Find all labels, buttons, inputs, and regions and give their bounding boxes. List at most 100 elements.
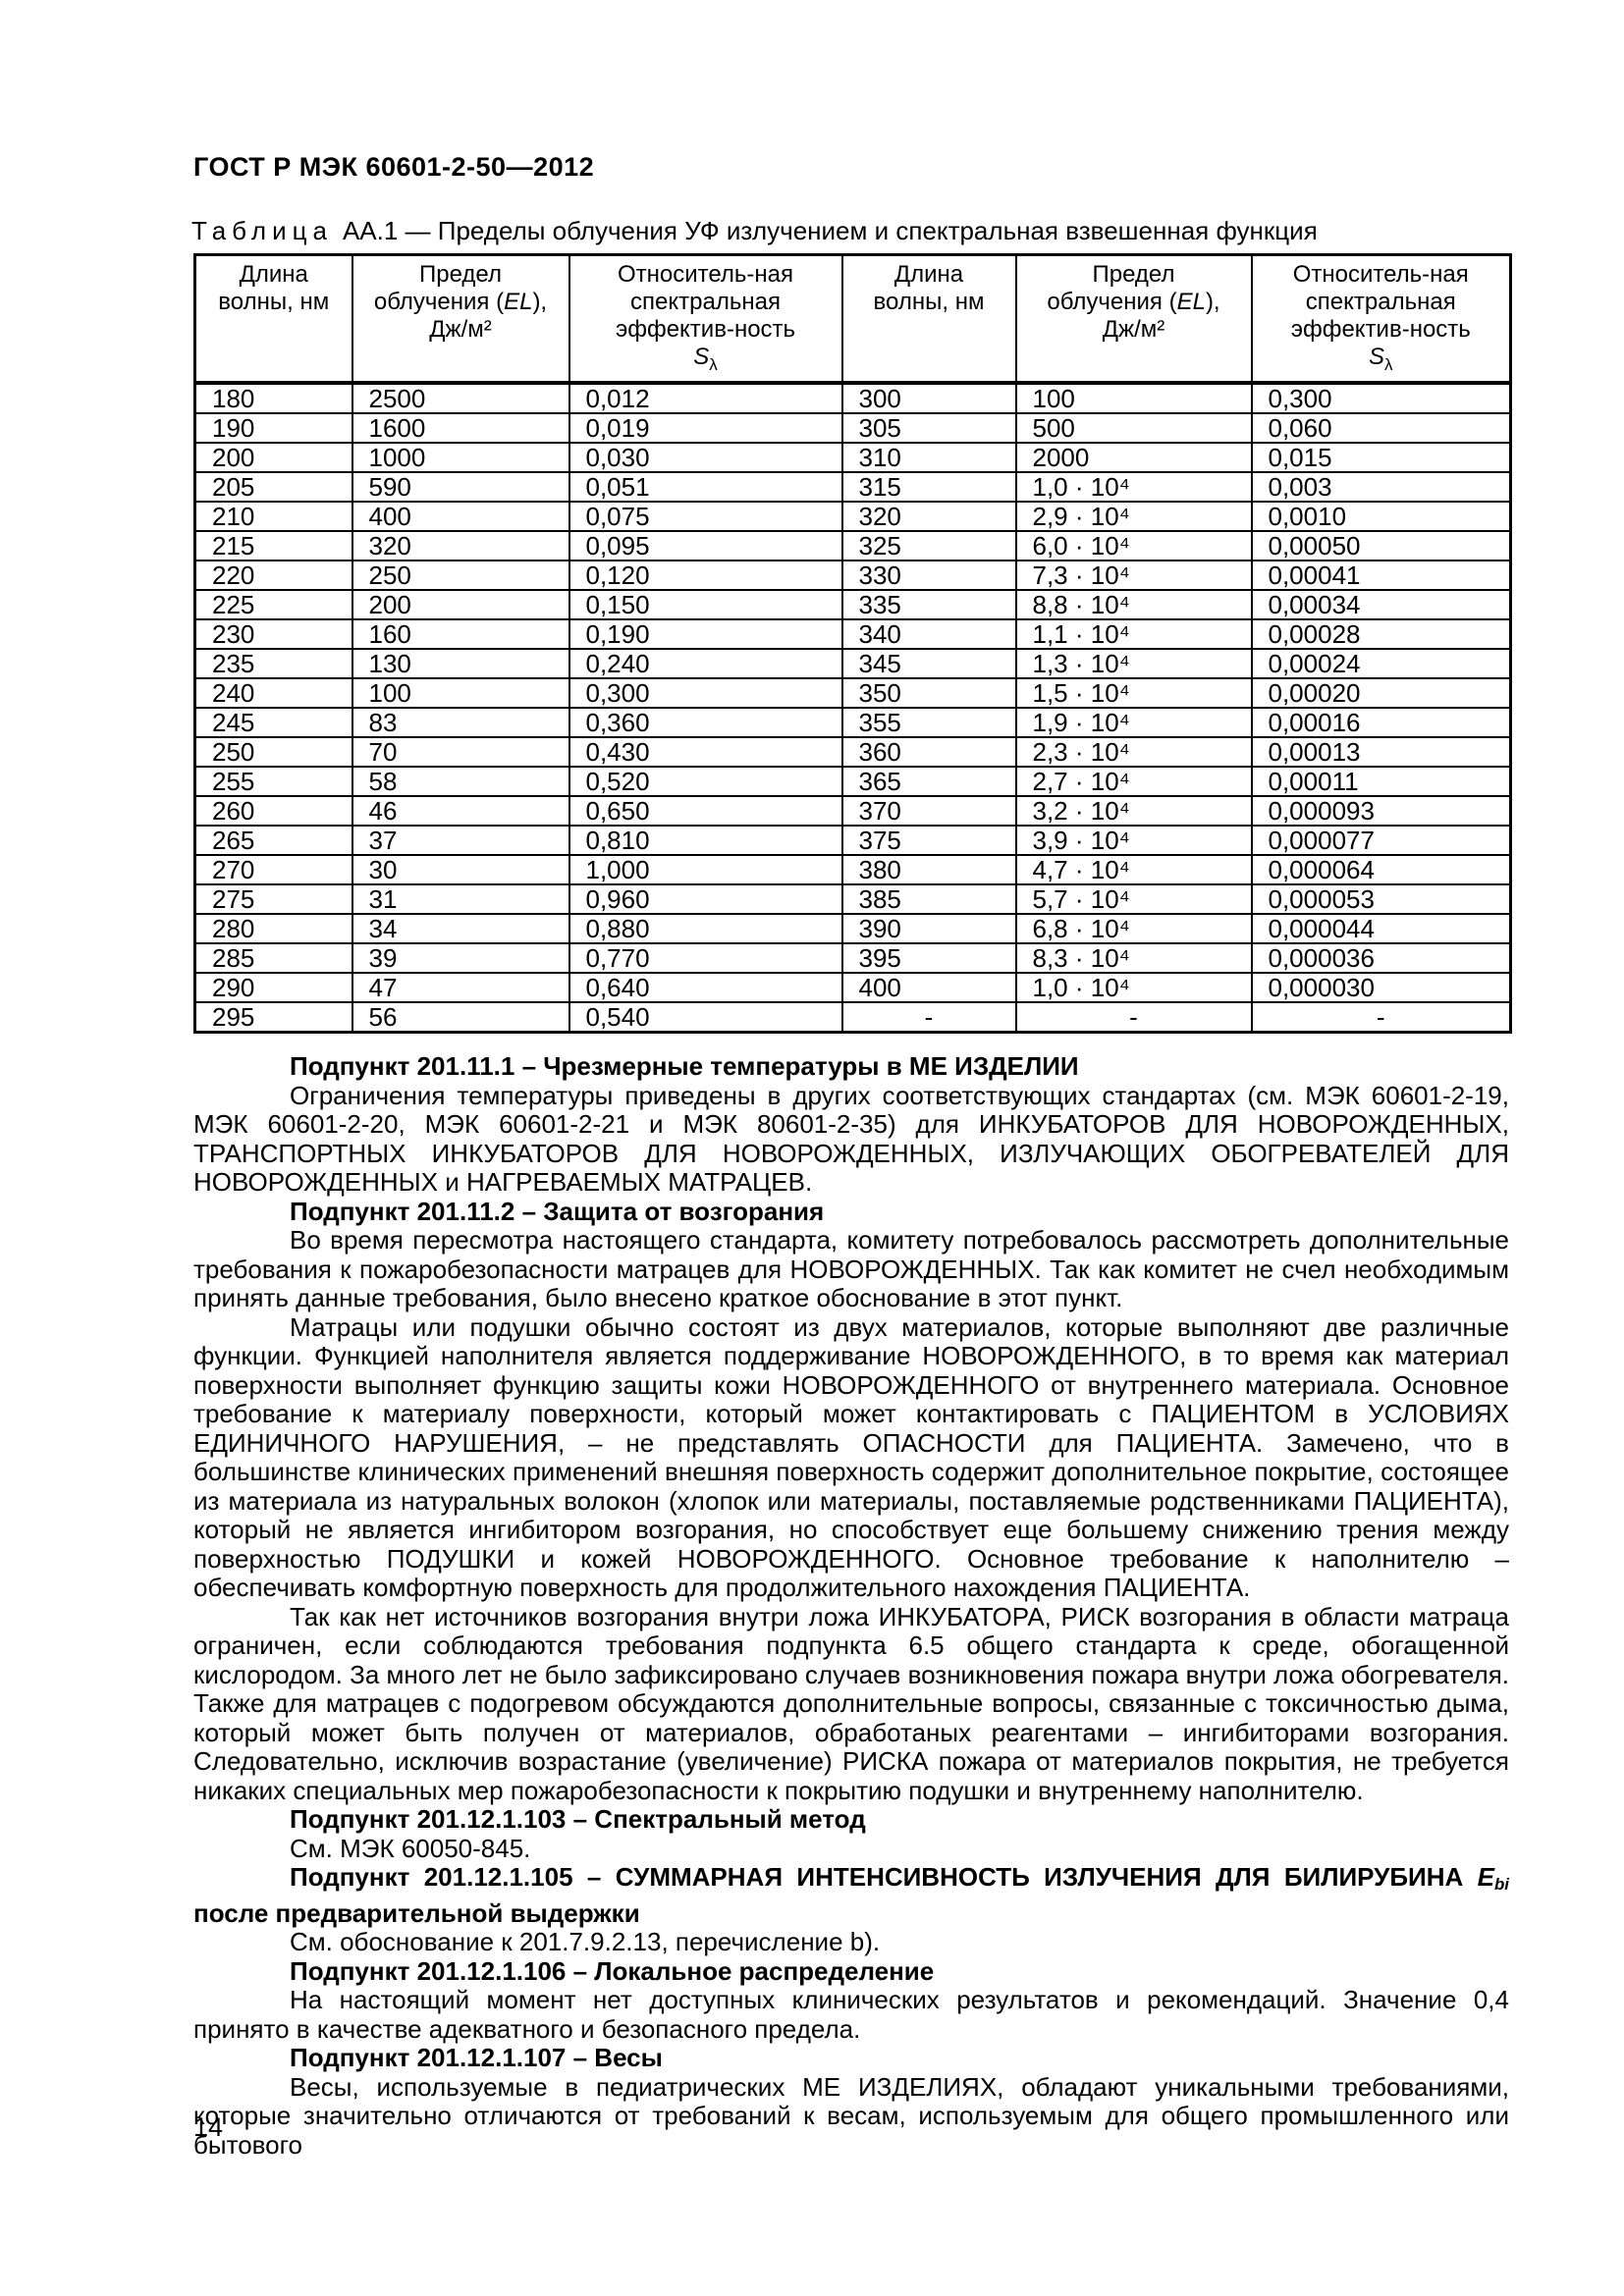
table-row: 210 400 0,075 320 2,9 · 10⁴ 0,0010: [193, 500, 1512, 532]
header-text: ), Дж/м²: [429, 289, 548, 343]
table-cell: 320: [351, 529, 570, 561]
table-cell: 0,00041: [1250, 559, 1512, 591]
table-cell: 385: [840, 882, 1017, 915]
table-cell: 1,0 · 10⁴: [1014, 971, 1253, 1003]
table-cell: 0,00024: [1250, 647, 1512, 679]
table-cell: 1,000: [568, 853, 843, 885]
s-lambda-symbol: S: [693, 344, 710, 370]
table-cell: 0,075: [568, 500, 843, 532]
table-row: 275 31 0,960 385 5,7 · 10⁴ 0,000053: [193, 882, 1512, 915]
table-row: 220 250 0,120 330 7,3 · 10⁴ 0,00041: [193, 559, 1512, 591]
table-cell: 2,3 · 10⁴: [1014, 735, 1253, 768]
header-text: Предел облучения (: [373, 261, 505, 315]
table-cell: 0,650: [568, 794, 843, 827]
document-title: ГОСТ Р МЭК 60601-2-50—2012: [193, 152, 595, 182]
subclause-heading: Подпункт 201.11.2 – Защита от возгорания: [290, 1196, 825, 1226]
table-cell: 0,000044: [1250, 912, 1512, 944]
table-cell: 6,0 · 10⁴: [1014, 529, 1253, 561]
table-cell: 6,8 · 10⁴: [1014, 912, 1253, 944]
table-cell: 37: [351, 824, 570, 856]
table-cell: 290: [193, 971, 353, 1003]
table-cell: 3,2 · 10⁴: [1014, 794, 1253, 827]
table-cell: 5,7 · 10⁴: [1014, 882, 1253, 915]
lambda-subscript: λ: [1384, 354, 1393, 374]
table-cell: 0,00013: [1250, 735, 1512, 768]
table-cell: 250: [351, 559, 570, 591]
table-cell: 2500: [351, 381, 570, 414]
table-row: 270 30 1,000 380 4,7 · 10⁴ 0,000064: [193, 853, 1512, 885]
s-lambda-symbol: S: [1368, 344, 1384, 370]
table-cell: 265: [193, 824, 353, 856]
table-cell: 350: [840, 676, 1017, 709]
table-cell: 0,00016: [1250, 706, 1512, 738]
subclause-heading: Подпункт 201.12.1.105 – СУММАРНАЯ ИНТЕНС…: [193, 1862, 1509, 1928]
table-cell: 210: [193, 500, 353, 532]
table-row: 250 70 0,430 360 2,3 · 10⁴ 0,00013: [193, 735, 1512, 768]
table-cell: 0,000093: [1250, 794, 1512, 827]
table-cell: 1,1 · 10⁴: [1014, 617, 1253, 650]
table-cell: 1,9 · 10⁴: [1014, 706, 1253, 738]
table-cell: 0,095: [568, 529, 843, 561]
table-cell: 325: [840, 529, 1017, 561]
table-cell: 500: [1014, 411, 1253, 444]
table-cell: 400: [840, 971, 1017, 1003]
table-cell: 220: [193, 559, 353, 591]
table-cell: 100: [351, 676, 570, 709]
table-cell: 83: [351, 706, 570, 738]
table-caption-text: АА.1 — Пределы облучения УФ излучением и…: [342, 216, 1318, 245]
table-cell: 0,015: [1250, 441, 1512, 473]
table-cell: 30: [351, 853, 570, 885]
subclause-heading: Подпункт 201.12.1.103 – Спектральный мет…: [290, 1804, 866, 1834]
table-cell: 70: [351, 735, 570, 768]
table-cell: 0,300: [1250, 381, 1512, 414]
table-cell: 56: [351, 1000, 570, 1034]
table-cell: 0,430: [568, 735, 843, 768]
body-paragraph: Матрацы или подушки обычно состоят из дв…: [193, 1311, 1509, 1602]
table-cell: 330: [840, 559, 1017, 591]
table-cell: 395: [840, 941, 1017, 974]
table-cell: 8,8 · 10⁴: [1014, 588, 1253, 620]
table-cell: 345: [840, 647, 1017, 679]
table-cell: 285: [193, 941, 353, 974]
table-row: 230 160 0,190 340 1,1 · 10⁴ 0,00028: [193, 617, 1512, 650]
table-cell: 225: [193, 588, 353, 620]
table-row: 180 2500 0,012 300 100 0,300: [193, 381, 1512, 414]
table-cell: 39: [351, 941, 570, 974]
table-cell: 400: [351, 500, 570, 532]
table-cell: 4,7 · 10⁴: [1014, 853, 1253, 885]
table-cell: 2000: [1014, 441, 1253, 473]
table-cell: 0,520: [568, 765, 843, 797]
table-cell: 0,000053: [1250, 882, 1512, 915]
table-cell: 0,300: [568, 676, 843, 709]
table-cell: 340: [840, 617, 1017, 650]
table-row: 235 130 0,240 345 1,3 · 10⁴ 0,00024: [193, 647, 1512, 679]
table-cell: 245: [193, 706, 353, 738]
body-paragraph: Весы, используемые в педиатрических МЕ И…: [193, 2071, 1509, 2160]
uv-exposure-limits-table: Длина волны, нм Предел облучения (EL), Д…: [193, 253, 1512, 1034]
page-number: 14: [193, 2112, 224, 2142]
table-cell: 7,3 · 10⁴: [1014, 559, 1253, 591]
col-header-spectral-effectiveness-right: Относитель-ная спектральная эффектив-нос…: [1250, 253, 1512, 385]
table-cell: 3,9 · 10⁴: [1014, 824, 1253, 856]
table-cell: 590: [351, 470, 570, 503]
table-cell: 315: [840, 470, 1017, 503]
table-cell: 1600: [351, 411, 570, 444]
table-row: 240 100 0,300 350 1,5 · 10⁴ 0,00020: [193, 676, 1512, 709]
table-cell: 0,00050: [1250, 529, 1512, 561]
table-cell: 0,640: [568, 971, 843, 1003]
content-sections: Подпункт 201.11.1 – Чрезмерные температу…: [193, 1051, 1509, 2160]
table-cell: -: [1250, 1000, 1512, 1034]
table-cell: 1000: [351, 441, 570, 473]
table-cell: 0,190: [568, 617, 843, 650]
table-cell: 0,360: [568, 706, 843, 738]
table-row: 255 58 0,520 365 2,7 · 10⁴ 0,00011: [193, 765, 1512, 797]
table-cell: 320: [840, 500, 1017, 532]
table-cell: 305: [840, 411, 1017, 444]
table-row: 290 47 0,640 400 1,0 · 10⁴ 0,000030: [193, 971, 1512, 1003]
table-cell: 0,240: [568, 647, 843, 679]
table-cell: 230: [193, 617, 353, 650]
table-cell: 200: [351, 588, 570, 620]
header-text: Предел облучения (: [1047, 261, 1177, 315]
table-cell: 390: [840, 912, 1017, 944]
